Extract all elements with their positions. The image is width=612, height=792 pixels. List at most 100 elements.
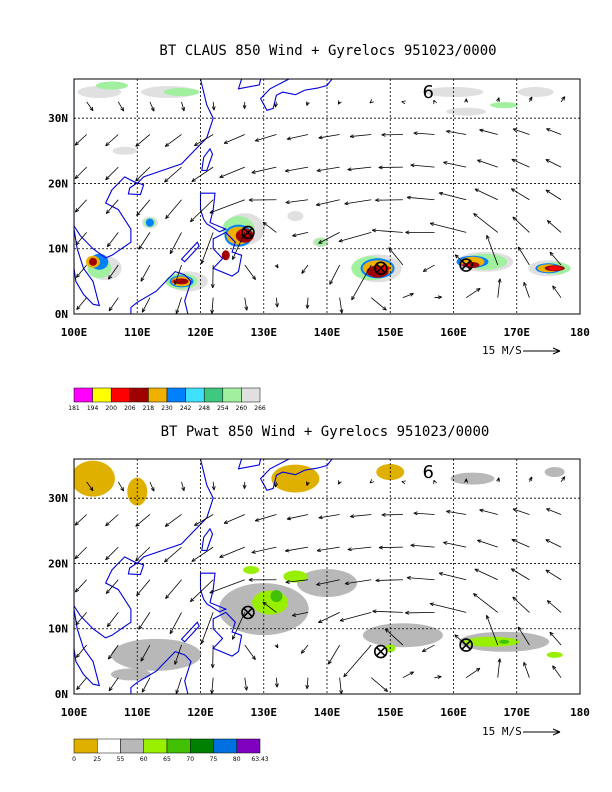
- wind-vector-layer: [74, 476, 566, 694]
- cloud-fringe: [446, 107, 487, 116]
- wind-vector-head: [75, 653, 81, 658]
- wind-vector: [434, 296, 442, 299]
- wind-vector: [510, 568, 530, 581]
- wind-vector-head: [486, 234, 490, 240]
- coastline: [180, 241, 200, 263]
- wind-vector: [402, 293, 414, 299]
- wind-vector: [276, 677, 278, 688]
- x-tick-label: 120E: [187, 706, 214, 719]
- coastline: [212, 611, 243, 657]
- wind-vector-head: [372, 228, 377, 233]
- wind-vector: [549, 631, 562, 646]
- wind-vector: [318, 134, 340, 139]
- colorbar-swatch: [166, 387, 186, 403]
- wind-vector: [181, 101, 185, 112]
- wind-vector-head: [105, 555, 110, 561]
- coastline: [74, 609, 101, 687]
- colorbar-swatch: [73, 387, 93, 403]
- wind-vector-head: [254, 517, 260, 522]
- cloud-mid: [145, 218, 154, 227]
- colorbar-label: 55: [117, 756, 125, 763]
- wind-vector: [244, 297, 248, 311]
- x-tick-label: 110E: [124, 326, 151, 339]
- wind-vector-head: [496, 97, 500, 102]
- colorbar-swatch: [185, 387, 205, 403]
- wind-vector: [479, 129, 498, 135]
- cloud-dark-red: [174, 278, 189, 285]
- grid-layer: [74, 79, 580, 314]
- wind-vector-head: [262, 601, 267, 606]
- wind-vector-head: [339, 618, 344, 622]
- wind-vector-head: [474, 568, 479, 573]
- colorbar-label: 200: [105, 405, 117, 412]
- coastline: [180, 621, 200, 643]
- wind-vector-head: [74, 521, 79, 526]
- wind-vector: [105, 546, 119, 561]
- wind-vector-head: [191, 557, 196, 562]
- wind-vector: [212, 481, 215, 491]
- wind-vector: [301, 264, 309, 274]
- wind-vector-head: [422, 648, 427, 652]
- pwat-dry: [271, 464, 320, 493]
- wind-vector-head: [318, 619, 323, 624]
- wind-vector: [329, 264, 341, 285]
- wind-vector: [223, 514, 245, 524]
- wind-vector-head: [318, 515, 323, 520]
- wind-vector: [262, 221, 277, 233]
- wind-vector: [141, 297, 151, 313]
- wind-vector-head: [300, 649, 305, 654]
- wind-vector-head: [223, 520, 229, 524]
- y-tick-label: 20N: [48, 557, 68, 570]
- wind-vector-head: [74, 588, 80, 593]
- wind-vector: [117, 481, 124, 492]
- wind-vector: [560, 96, 566, 103]
- cloud-light: [163, 88, 200, 97]
- wind-vector: [497, 278, 501, 298]
- colorbar-swatch: [73, 738, 98, 754]
- wind-vector-head: [108, 655, 112, 660]
- wind-vector-head: [141, 308, 146, 313]
- cloud-fringe: [112, 146, 137, 155]
- gyre-marker-cross: [461, 640, 471, 650]
- wind-vector: [209, 199, 245, 214]
- coastline: [127, 182, 145, 196]
- wind-vector: [316, 166, 340, 172]
- wind-vector: [190, 579, 214, 602]
- wind-vector: [477, 159, 498, 168]
- wind-vector: [219, 166, 245, 178]
- wind-vector-head: [344, 201, 349, 206]
- wind-vector: [545, 569, 562, 581]
- wind-vector: [164, 514, 182, 527]
- x-tick-label: 170E: [504, 326, 531, 339]
- colorbar-label: 254: [217, 405, 229, 412]
- gyre-marker-cross: [461, 260, 471, 270]
- wind-vector: [547, 220, 562, 233]
- pwat-moist: [450, 472, 495, 485]
- wind-vector-head: [405, 230, 410, 235]
- wind-vector: [232, 232, 246, 260]
- x-tick-label: 180: [570, 706, 590, 719]
- y-tick-label: 20N: [48, 177, 68, 190]
- wind-vector: [212, 101, 215, 111]
- wind-vector-head: [405, 610, 410, 615]
- wind-vector-head: [446, 129, 451, 134]
- wind-vector-head: [150, 487, 155, 492]
- wind-vector-head: [510, 188, 516, 193]
- y-tick-label: 30N: [48, 112, 68, 125]
- wind-vector-head: [251, 275, 256, 280]
- wind-vector: [546, 508, 562, 515]
- cloud-fill-layer: [77, 81, 571, 292]
- wind-vector-head: [327, 660, 332, 665]
- wind-vector: [338, 232, 372, 242]
- wind-vector-head: [150, 107, 155, 112]
- wind-vector-head: [76, 305, 81, 311]
- wind-vector: [512, 508, 530, 515]
- wind-vector-head: [231, 635, 236, 640]
- wind-vector: [86, 101, 94, 111]
- wind-vector-head: [344, 581, 350, 586]
- x-tick-label: 150E: [377, 706, 404, 719]
- x-tick-label: 180: [570, 326, 590, 339]
- wind-vector-head: [473, 213, 478, 218]
- colorbar-label: 218: [143, 405, 155, 412]
- pwat-wet: [546, 651, 563, 658]
